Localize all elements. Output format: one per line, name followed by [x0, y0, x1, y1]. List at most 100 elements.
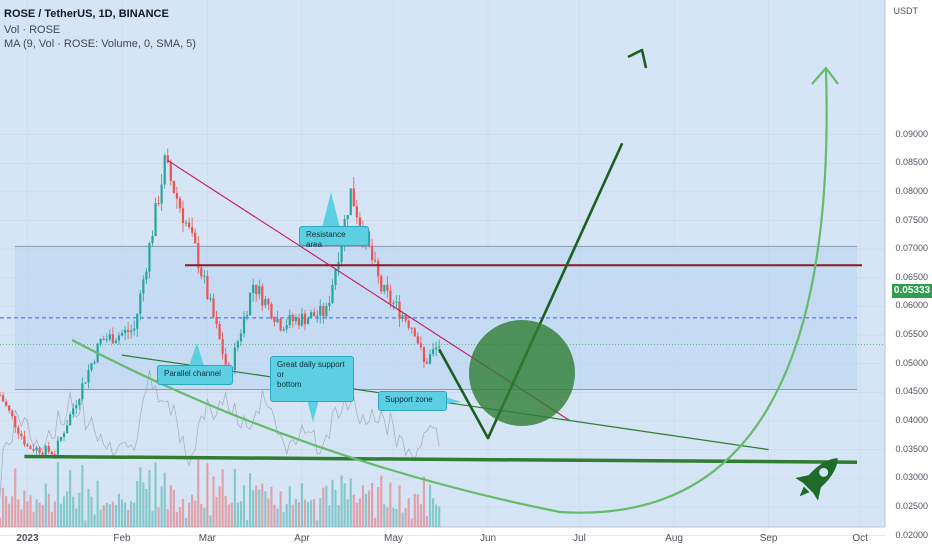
volume-bar [102, 505, 105, 527]
candle-body [41, 452, 44, 455]
price-tick-label: 0.06000 [895, 300, 928, 311]
volume-bar [47, 493, 50, 527]
candle-body [438, 346, 441, 348]
price-tick-label: 0.07500 [895, 214, 928, 225]
volume-legend[interactable]: Vol · ROSE [4, 24, 61, 36]
trendline-support [24, 454, 858, 464]
candle-body [29, 446, 32, 449]
candle-body [322, 305, 325, 317]
candle-body [47, 446, 50, 452]
volume-bar [53, 501, 56, 527]
volume-bar [157, 507, 160, 527]
curved-arrow-path [71, 69, 828, 514]
candle-body [56, 440, 60, 455]
volume-bar [123, 502, 127, 527]
candle-body [203, 275, 206, 277]
candle-body [175, 192, 178, 199]
time-tick-label: Aug [665, 533, 683, 544]
volume-bar [191, 494, 194, 527]
callout-pointer [306, 396, 320, 422]
candle-body [383, 284, 386, 292]
candle-body [425, 361, 429, 364]
candle-body [300, 313, 304, 326]
candle-body [310, 312, 313, 319]
volume-bar [160, 486, 163, 527]
volume-bar [291, 504, 294, 527]
candle-body [264, 299, 267, 306]
volume-bar [386, 507, 389, 527]
candle-body [416, 336, 419, 344]
price-tick-label: 0.04500 [895, 386, 928, 397]
candle-body [194, 232, 197, 244]
candle-body [242, 316, 246, 334]
volume-bar [56, 462, 60, 527]
price-tick-label: 0.05000 [895, 357, 928, 368]
candle-body [209, 298, 212, 300]
candle-body [273, 318, 276, 323]
volume-bar [66, 491, 69, 527]
callout-resistance-area[interactable]: Resistance area [299, 226, 369, 249]
volume-bar [17, 499, 20, 527]
price-tick-label: 0.06500 [895, 271, 928, 282]
volume-bar [212, 476, 215, 527]
candle-body [38, 447, 41, 453]
volume-bar [221, 469, 224, 527]
time-tick-label: 2023 [16, 533, 39, 544]
candle-body [377, 260, 380, 277]
volume-bar [355, 502, 358, 527]
volume-bar [8, 503, 11, 527]
price-tick-label: 0.03000 [895, 472, 928, 483]
candle-body [340, 242, 343, 262]
volume-bar [392, 507, 395, 527]
price-tick-label: 0.05500 [895, 329, 928, 340]
volume-bar [267, 498, 270, 527]
price-axis-background [885, 0, 932, 550]
candle-body [334, 269, 337, 285]
volume-bar [325, 485, 328, 527]
price-tick-label: 0.02000 [895, 529, 928, 540]
candle-body [419, 343, 422, 348]
volume-bar [422, 476, 426, 527]
volume-bar [11, 496, 14, 527]
candle-body [44, 446, 47, 455]
callout-support-zone[interactable]: Support zone [378, 391, 447, 411]
ma-legend[interactable]: MA (9, Vol · ROSE: Volume, 0, SMA, 5) [4, 38, 196, 50]
candle-body [35, 447, 38, 451]
volume-bar [233, 468, 236, 527]
volume-bar [29, 495, 32, 527]
volume-bar [419, 504, 422, 527]
volume-bar [264, 491, 267, 527]
volume-bar [108, 504, 111, 527]
candle-body [145, 271, 148, 280]
callout-daily-support[interactable]: Great daily support or bottom [270, 356, 354, 402]
volume-bar [172, 489, 175, 527]
candle-body [404, 315, 407, 321]
time-tick-label: Oct [852, 533, 868, 544]
candle-body [432, 349, 435, 355]
volume-bar [148, 470, 151, 527]
volume-bar [395, 508, 398, 527]
volume-bar [151, 510, 154, 527]
chart-title[interactable]: ROSE / TetherUS, 1D, BINANCE [4, 8, 169, 20]
volume-bar [349, 478, 352, 527]
volume-bar [178, 507, 182, 527]
volume-bar [1, 487, 5, 527]
price-tick-label: 0.07000 [895, 243, 928, 254]
candle-body [123, 329, 127, 334]
callout-parallel-channel[interactable]: Parallel channel [157, 365, 233, 385]
volume-bar [432, 498, 435, 527]
projection-arrow-head [627, 48, 648, 69]
volume-bar [26, 501, 29, 527]
candle-body [288, 314, 291, 326]
candle-body [14, 416, 17, 428]
candle-body [233, 347, 236, 371]
volume-bar [99, 509, 102, 527]
volume-bar [41, 504, 44, 527]
volume-bar [78, 492, 81, 527]
candle-body [245, 315, 249, 317]
candle-body [151, 236, 154, 244]
volume-bar [389, 482, 392, 527]
volume-bar [352, 494, 355, 527]
